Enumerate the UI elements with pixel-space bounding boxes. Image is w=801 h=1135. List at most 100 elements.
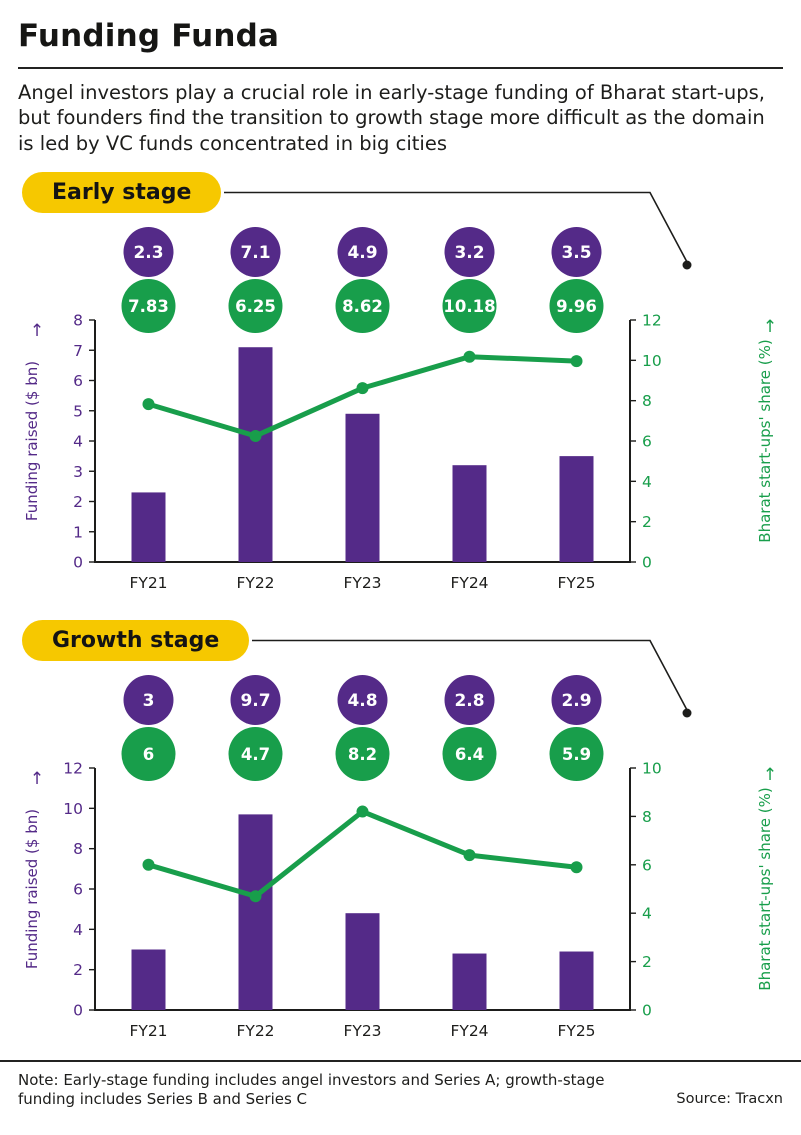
share-bubble-value: 6.4 [455,745,484,764]
x-axis-label: FY25 [557,574,595,592]
leader-line [252,639,692,718]
funding-bar [452,953,487,1011]
share-bubble [442,279,497,334]
x-axis-label: FY22 [236,1022,274,1040]
funding-value-bubbles: 2.3 7.1 4.9 3.2 3.5 [123,227,602,278]
right-tick-label: 0 [642,554,652,572]
page-title: Funding Funda [18,18,280,54]
growth-stage-badge: Growth stage [22,620,250,662]
share-bubble [228,727,283,782]
left-tick-label: 3 [73,463,83,481]
early-stage-badge-label: Early stage [52,180,192,206]
leader-line [224,191,692,270]
header-divider [18,67,783,69]
growth-stage-badge-label: Growth stage [52,628,220,654]
right-axis-title: Bharat start-ups' share (%) [756,339,774,542]
left-tick-label: 7 [73,342,83,360]
trend-point [142,858,155,871]
funding-bars [131,347,594,563]
funding-bubble [551,227,602,278]
right-tick-label: 8 [642,808,652,826]
left-axis-title: Funding raised ($ bn) [23,361,41,521]
left-tick-label: 0 [73,1002,83,1020]
right-tick-label: 2 [642,953,652,971]
header: Funding Funda Angel investors play a cru… [0,18,801,156]
funding-bubble-value: 3 [143,691,155,711]
left-tick-label: 0 [73,554,83,572]
trend-point [142,398,155,411]
trend-point [356,805,369,818]
left-tick-label: 6 [73,881,83,899]
trend-point [570,861,583,874]
funding-bar [131,949,166,1011]
left-axis-title: Funding raised ($ bn) [23,809,41,969]
funding-bubble [123,675,174,726]
right-tick-label: 2 [642,513,652,531]
left-tick-label: 10 [63,800,83,818]
funding-bubble-value: 3.5 [561,243,591,263]
trend-point [356,382,369,395]
funding-bar [345,913,380,1011]
left-tick-label: 2 [73,493,83,511]
right-axis-arrow-icon: ↑ [763,317,777,337]
funding-bar [559,456,594,563]
funding-bubble-value: 3.2 [454,243,484,263]
trend-point [249,429,262,442]
x-axis-label: FY23 [343,1022,381,1040]
funding-bar [345,413,380,563]
axes: 0 2 4 6 8 10 12 0 2 4 6 8 10 FY21 FY22 FY23 FY24 FY25 Fund… [23,760,777,1041]
share-bubble [335,727,390,782]
funding-bubble [551,675,602,726]
share-bubble [549,727,604,782]
intro-text: Angel investors play a crucial role in e… [18,81,765,155]
footer: Note: Early-stage funding includes angel… [0,1060,801,1109]
funding-bubble-value: 4.8 [347,691,377,711]
left-tick-label: 6 [73,372,83,390]
left-axis-arrow-icon: ↑ [30,769,44,789]
growth-stage-chart: 0 2 4 6 8 10 12 0 2 4 6 8 10 FY21 FY22 FY23 FY24 FY25 Fund… [23,639,777,1041]
right-tick-label: 0 [642,1002,652,1020]
left-tick-label: 5 [73,402,83,420]
leader-dot [682,708,692,718]
right-tick-label: 6 [642,856,652,874]
share-trend-line [142,805,583,903]
share-bubble-value: 7.83 [128,297,169,316]
trend-point [249,890,262,903]
funding-bubble [444,675,495,726]
share-bubble-value: 6 [143,745,154,764]
left-tick-label: 1 [73,523,83,541]
left-tick-label: 8 [73,312,83,330]
funding-value-bubbles: 3 9.7 4.8 2.8 2.9 [123,675,602,726]
funding-bubble [444,227,495,278]
funding-bubble-value: 4.9 [347,243,377,263]
share-bubble [549,279,604,334]
funding-bubble [337,675,388,726]
funding-bubble-value: 7.1 [240,243,270,263]
right-axis-arrow-icon: ↑ [763,765,777,785]
right-tick-label: 12 [642,312,662,330]
share-bubble [228,279,283,334]
funding-bar [238,814,273,1011]
share-bubble-value: 6.25 [235,297,276,316]
funding-bubble-value: 9.7 [240,691,270,711]
share-bubble [121,279,176,334]
share-bubble-value: 9.96 [556,297,597,316]
right-tick-label: 8 [642,392,652,410]
share-bubble [442,727,497,782]
x-axis-label: FY24 [450,1022,488,1040]
x-axis-label: FY25 [557,1022,595,1040]
leader-dot [682,260,692,270]
share-bubble-value: 10.18 [443,297,495,316]
trend-point [570,355,583,368]
share-bubble [335,279,390,334]
share-bubble-value: 5.9 [562,745,591,764]
left-tick-label: 8 [73,840,83,858]
funding-bar [452,465,487,563]
right-axis-title: Bharat start-ups' share (%) [756,787,774,990]
x-axis-label: FY21 [129,1022,167,1040]
trend-point [463,350,476,363]
funding-bubble [230,227,281,278]
right-tick-label: 4 [642,473,652,491]
early-stage-badge: Early stage [22,172,222,214]
